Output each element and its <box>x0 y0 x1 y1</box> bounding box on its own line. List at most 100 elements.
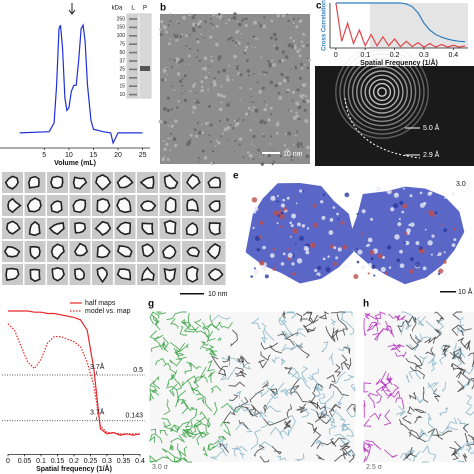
map-speckle <box>386 189 392 195</box>
model-stick <box>468 352 474 361</box>
particle <box>166 96 170 100</box>
particle <box>208 121 210 124</box>
resolution-pointer <box>95 370 98 376</box>
particle <box>239 86 242 90</box>
map-speckle <box>361 232 364 235</box>
particle <box>238 22 242 27</box>
particle <box>267 118 271 122</box>
model-stick <box>235 390 242 399</box>
particle <box>305 154 310 159</box>
model-stick <box>239 452 245 459</box>
particle <box>197 160 200 163</box>
model-stick <box>299 406 308 414</box>
peak-arrow <box>68 3 76 15</box>
particle <box>305 95 308 98</box>
particle <box>227 37 231 41</box>
model-stick <box>176 443 182 462</box>
shaded-region <box>370 3 468 48</box>
particle <box>169 149 172 151</box>
particle <box>216 92 221 97</box>
particle-view <box>116 268 131 281</box>
model-stick <box>285 386 298 396</box>
particle <box>196 37 199 41</box>
model-stick <box>328 353 335 366</box>
map-speckle <box>322 193 326 196</box>
model-stick <box>337 344 349 352</box>
particle <box>218 119 222 123</box>
model-stick <box>203 446 209 457</box>
x-tick-label: 0.25 <box>84 458 98 465</box>
model-stick <box>390 347 401 353</box>
particle <box>253 20 257 25</box>
model-stick <box>409 334 419 351</box>
x-tick-label: 0.05 <box>18 458 32 465</box>
model-stick <box>151 389 160 396</box>
particle <box>162 140 165 143</box>
particle <box>259 120 264 125</box>
model-stick <box>196 396 205 404</box>
particle <box>248 153 253 158</box>
particle <box>163 155 166 158</box>
particle <box>292 18 296 21</box>
model-stick <box>442 382 447 393</box>
particle <box>243 51 247 55</box>
particle <box>207 104 211 108</box>
model-stick <box>418 428 428 438</box>
particle <box>250 101 253 103</box>
gel-lane-label: L <box>131 6 135 12</box>
particle <box>180 58 184 63</box>
map-speckle <box>373 274 376 277</box>
model-stick <box>414 415 422 424</box>
model-stick <box>149 456 169 463</box>
model-stick <box>288 371 300 381</box>
particle <box>200 89 204 93</box>
model-stick <box>343 374 355 381</box>
model-stick <box>457 460 465 463</box>
model-stick <box>342 450 348 460</box>
particle <box>280 72 284 76</box>
particle <box>233 12 237 16</box>
particle <box>271 59 274 62</box>
particle <box>163 120 167 125</box>
particle <box>297 153 299 155</box>
model-stick <box>373 313 380 327</box>
model-stick <box>336 411 346 422</box>
model-stick <box>169 444 174 451</box>
model-stick <box>451 324 472 337</box>
model-stick <box>409 366 425 379</box>
particle <box>231 17 233 20</box>
model-stick <box>255 384 275 398</box>
model-stick <box>218 321 233 329</box>
map-speckle <box>279 214 285 220</box>
model-stick <box>363 456 368 463</box>
particle <box>171 85 174 88</box>
model-stick <box>424 335 436 344</box>
model-stick <box>386 377 393 384</box>
model-stick <box>228 381 246 387</box>
map-speckle <box>430 253 433 256</box>
particle <box>296 49 300 54</box>
particle <box>282 78 287 83</box>
particle <box>238 143 241 146</box>
particle <box>275 122 280 127</box>
model-stick <box>150 313 159 326</box>
particle <box>252 101 255 103</box>
model-stick <box>445 417 458 430</box>
particle <box>158 119 163 124</box>
particle <box>295 25 299 29</box>
particle-view <box>141 222 154 235</box>
map-speckle <box>357 249 363 255</box>
model-stick <box>348 454 355 463</box>
map-speckle <box>376 186 382 192</box>
model-stick <box>155 357 167 366</box>
particle <box>210 161 214 165</box>
map-speckle <box>253 267 257 270</box>
particle <box>172 137 177 142</box>
particle <box>254 108 259 113</box>
particle <box>290 109 293 113</box>
map-speckle <box>297 222 301 227</box>
particle <box>176 64 179 67</box>
model-stick <box>151 343 167 352</box>
map-speckle <box>437 254 440 257</box>
particle <box>173 89 176 91</box>
